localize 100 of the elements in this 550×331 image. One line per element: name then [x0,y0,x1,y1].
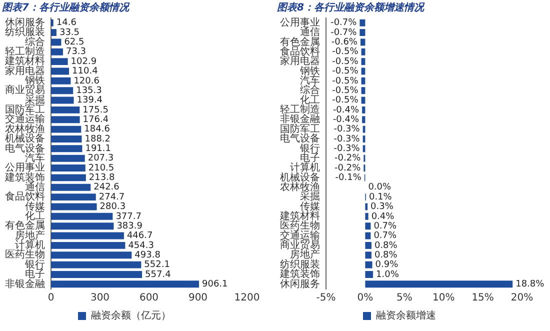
y-tick-label: 家用电器 [280,55,320,68]
x-tick-label: 0 [48,292,54,304]
data-label: 210.5 [88,163,114,174]
data-label: 0.4% [371,212,395,222]
bar [51,252,132,259]
bar [365,271,374,278]
bar [361,68,366,75]
x-tick-label: 1200 [234,292,260,304]
data-label: 213.8 [88,173,115,184]
bar [365,252,372,259]
y-tick-label: 钢铁 [299,64,320,77]
bar [51,194,96,201]
data-label: -0.3% [334,134,360,144]
data-label: 0.9% [375,260,399,270]
bar [360,29,366,36]
bar [361,58,366,66]
x-tick-label: 20% [510,292,534,304]
bar [360,19,366,26]
bar [51,48,63,56]
data-label: 207.3 [88,154,114,164]
bar [365,232,371,240]
bar [51,38,62,46]
data-label: 377.7 [116,212,142,222]
bar [51,58,68,66]
bar [365,280,513,288]
x-tick-label: 15% [472,292,494,304]
bar [365,203,368,210]
bar [51,29,56,36]
data-label: 120.6 [74,76,100,86]
data-label: 175.5 [82,105,108,116]
bar [51,232,124,240]
bar [51,136,82,142]
y-tick-label: 建筑装饰 [4,171,45,184]
data-label: 446.7 [126,231,153,242]
data-label: -0.5% [332,66,359,77]
y-tick-label: 通信 [300,26,320,38]
y-tick-label: 通信 [25,180,45,193]
chart-title: 图表7：各行业融资余额情况 [2,2,130,14]
data-label: 110.4 [72,66,98,77]
y-tick-label: 农林牧渔 [5,122,45,135]
data-label: 1.0% [376,270,400,280]
y-tick-label: 食品饮料 [5,190,45,203]
bar [362,106,366,114]
data-label: 242.6 [94,182,120,193]
bar [51,280,199,288]
data-label: 0.7% [374,221,397,232]
y-tick-label: 商业贸易 [5,84,45,96]
bar [361,48,366,56]
data-label: 135.3 [76,86,102,96]
y-tick-label: 纺织服装 [280,258,320,270]
data-label: -0.1% [335,173,362,184]
data-label: 280.3 [100,202,126,212]
y-tick-label: 电气设备 [5,142,45,154]
y-tick-label: 食品饮料 [280,45,320,58]
y-tick-label: 采掘 [300,190,320,203]
y-tick-label: 农林牧渔 [280,180,320,193]
bar [51,116,80,124]
bar [365,261,372,268]
data-label: 557.4 [145,270,172,280]
bar [51,212,113,220]
y-tick-label: 汽车 [25,152,45,164]
bar [361,96,366,104]
data-label: -0.4% [332,105,360,116]
legend-label: 融资余额增速 [376,310,436,322]
bar [51,106,80,114]
bar [51,242,126,249]
y-tick-label: 综合 [300,84,320,96]
legend-label: 融资余额（亿元） [91,310,171,322]
data-label: -0.3% [334,144,360,154]
bar [51,68,70,75]
bar [360,38,366,46]
bar [365,242,372,249]
data-label: 0.3% [370,202,394,212]
data-label: 383.9 [116,221,143,232]
data-label: -0.3% [334,124,360,135]
data-label: 0.8% [374,250,398,260]
data-label: -0.5% [332,96,359,106]
data-label: 191.1 [85,144,111,154]
data-label: -0.7% [330,18,358,28]
data-label: 552.1 [144,260,170,270]
bar [51,77,71,84]
y-tick-label: 国防军工 [280,122,320,135]
data-label: -0.5% [332,76,359,86]
bar [365,212,368,220]
y-tick-label: 电子 [25,268,45,280]
y-tick-label: 房地产 [15,229,45,242]
data-label: 102.9 [70,56,97,67]
bar [51,126,82,133]
y-tick-label: 有色金属 [280,36,320,48]
data-label: 0.7% [374,231,397,242]
y-tick-label: 休闲服务 [280,278,320,290]
data-label: 0.1% [368,192,392,202]
data-label: 14.6 [56,18,77,28]
data-label: -0.7% [330,28,358,38]
y-tick-label: 传媒 [300,201,320,212]
data-label: 176.4 [82,114,109,125]
bar [51,174,86,182]
data-label: 18.8% [516,280,545,290]
y-tick-label: 医药生物 [5,248,45,261]
data-label: 73.3 [66,47,86,58]
